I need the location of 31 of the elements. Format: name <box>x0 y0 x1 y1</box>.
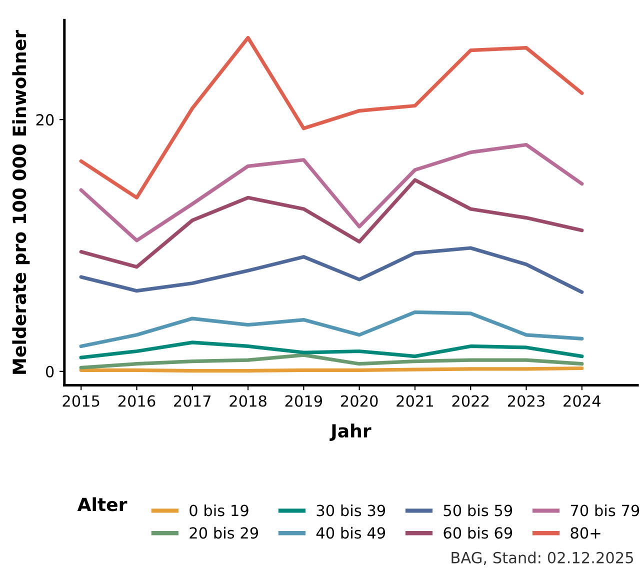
x-tick-label: 2015 <box>62 395 100 407</box>
y-axis-title: Melderate pro 100 000 Einwohner <box>12 30 30 374</box>
legend-label: 20 bis 29 <box>190 526 258 539</box>
x-tick-label: 2021 <box>396 395 434 407</box>
legend-label: 70 bis 79 <box>570 504 640 516</box>
x-tick-label: 2017 <box>174 395 211 407</box>
line-series <box>79 36 584 200</box>
legend-label: 30 bis 39 <box>316 504 386 516</box>
legend-label: 40 bis 49 <box>316 526 386 539</box>
legend-label: 80+ <box>570 527 600 539</box>
line-series <box>79 246 584 294</box>
x-tick-label: 2022 <box>452 395 489 407</box>
text: BAG, Stand: 02.12.2025 <box>452 552 634 565</box>
line-series <box>79 142 584 242</box>
x-tick-label: 2016 <box>118 395 156 407</box>
line-series <box>79 310 584 348</box>
x-axis-title: Jahr <box>330 424 372 441</box>
x-tick-label: 2024 <box>564 395 600 407</box>
x-tick-label: 2019 <box>285 395 322 407</box>
y-tick-label: 20 <box>36 114 54 126</box>
x-tick-label: 2023 <box>508 395 544 407</box>
legend-title: Alter <box>77 497 128 512</box>
legend-label: 50 bis 59 <box>444 504 512 516</box>
x-tick-label: 2020 <box>341 395 378 407</box>
legend-label: 0 bis 19 <box>190 504 248 516</box>
line-series <box>79 353 584 370</box>
y-tick-label: 0 <box>46 366 54 378</box>
legend-label: 60 bis 69 <box>444 526 512 539</box>
line-series <box>79 178 584 269</box>
line-series <box>79 340 584 360</box>
x-tick-label: 2018 <box>230 395 266 407</box>
